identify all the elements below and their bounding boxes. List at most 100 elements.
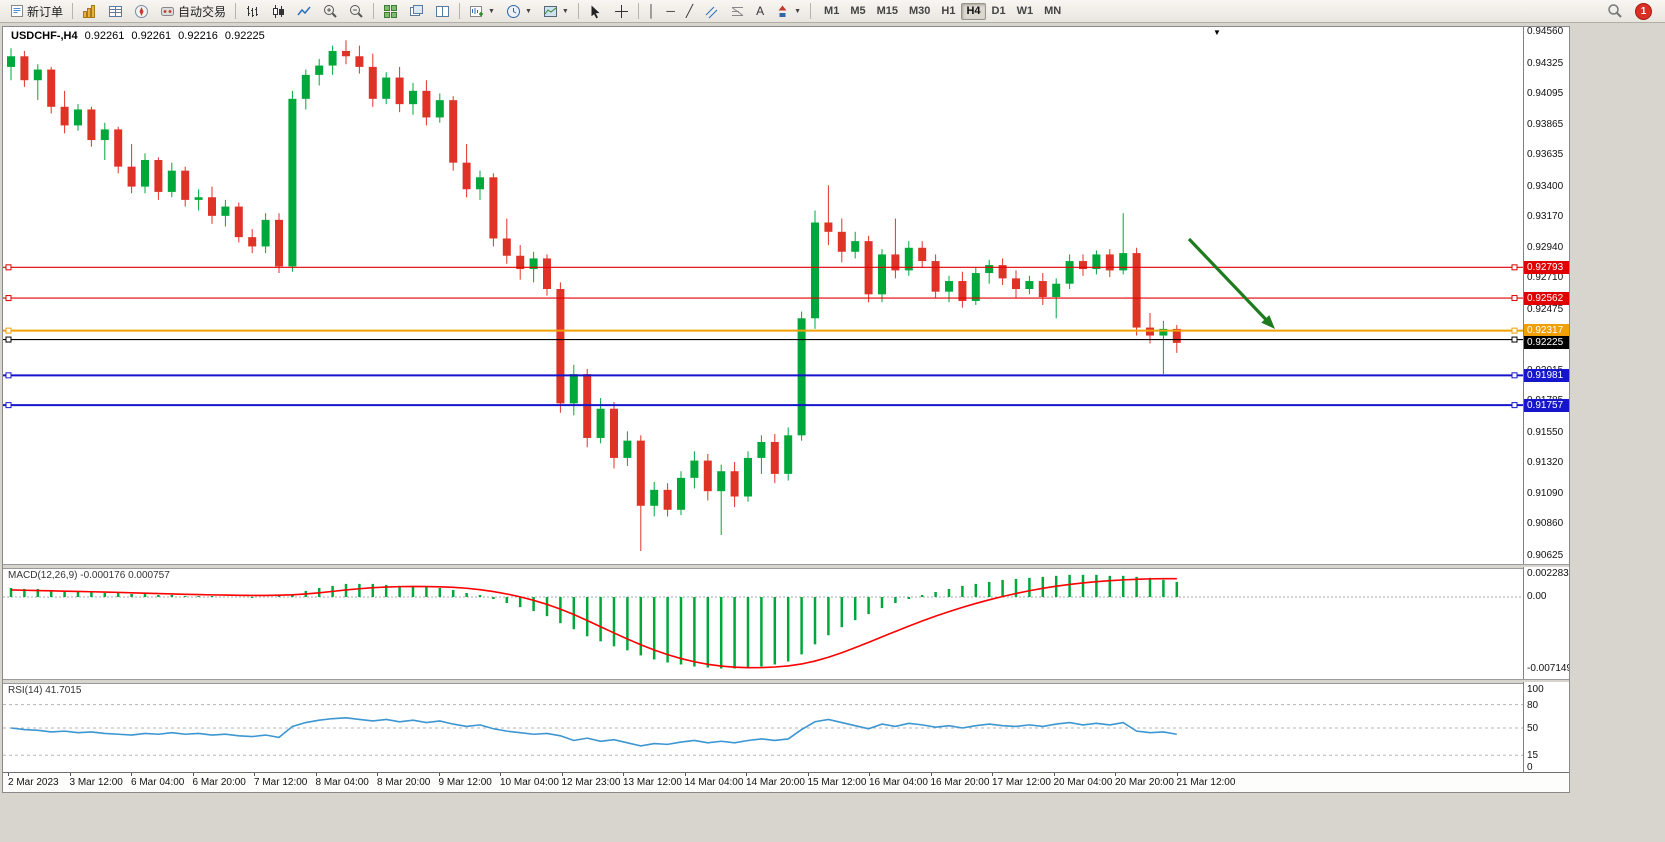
time-label: 8 Mar 04:00 (315, 777, 369, 788)
time-label: 14 Mar 20:00 (746, 777, 805, 788)
time-label: 16 Mar 04:00 (869, 777, 928, 788)
vertical-line-button[interactable]: │ (643, 1, 661, 21)
line-chart-button[interactable] (292, 1, 317, 21)
templates-button[interactable]: ▼ (538, 1, 574, 21)
toolbar-separator (373, 3, 375, 19)
price-axis-label: 0.91320 (1527, 457, 1564, 469)
autotrading-button[interactable]: 自动交易 (155, 1, 231, 21)
price-axis-label: 0.92710 (1527, 272, 1564, 284)
template-icon (543, 4, 558, 19)
time-label: 8 Mar 20:00 (377, 777, 431, 788)
timeframe-button-d1[interactable]: D1 (987, 3, 1011, 20)
periods-button[interactable]: ▼ (501, 1, 537, 21)
support-line-orange[interactable] (3, 327, 1523, 334)
time-tick (438, 773, 440, 776)
resistance-line-1[interactable] (3, 264, 1523, 271)
new-order-button[interactable]: 新订单 (5, 1, 68, 21)
time-tick (254, 773, 255, 776)
rsi-axis-label: 15 (1527, 750, 1539, 762)
level-line-black[interactable] (3, 336, 1523, 343)
panel-splitter[interactable] (3, 564, 1569, 569)
line-chart-icon (297, 4, 312, 19)
rsi-chart[interactable] (3, 682, 1523, 772)
chart-window: USDCHF-,H4 0.92261 0.92261 0.92216 0.922… (2, 26, 1570, 793)
new-chart-icon (469, 4, 484, 19)
price-chart[interactable] (3, 27, 1523, 564)
time-tick (192, 773, 194, 776)
symbol-label: USDCHF-,H4 (11, 30, 78, 42)
support-line-blue-1[interactable] (3, 372, 1523, 379)
timeframe-button-w1[interactable]: W1 (1012, 3, 1039, 20)
toolbar: 新订单 自动交易 ▼ ▼ ▼ │ ─ ╱ A ▼ M1 M5 M15 M30 H1 H4 D… (0, 0, 1665, 23)
tile-windows-button[interactable] (378, 1, 403, 21)
macd-label: MACD(12,26,9) -0.000176 0.000757 (8, 570, 170, 581)
candlestick-chart-button[interactable] (266, 1, 291, 21)
new-order-label: 新订单 (27, 4, 64, 19)
price-axis-label: 0.94560 (1527, 26, 1564, 38)
text-button[interactable]: A (751, 1, 769, 21)
trendline-button[interactable]: ╱ (681, 1, 698, 21)
zoom-out-button[interactable] (344, 1, 369, 21)
time-tick (623, 773, 624, 776)
scroll-to-end-marker[interactable]: ▼ (1213, 28, 1221, 37)
toolbar-separator (810, 3, 812, 19)
macd-chart[interactable] (3, 567, 1523, 679)
market-watch-button[interactable] (77, 1, 102, 21)
time-label: 14 Mar 04:00 (684, 777, 744, 788)
tile-windows-icon (383, 4, 398, 19)
crosshair-button[interactable] (609, 1, 634, 21)
bar-close-value: 0.92225 (224, 30, 265, 42)
search-button[interactable] (1602, 1, 1628, 21)
time-tick (500, 773, 501, 776)
price-axis[interactable]: 0.94560 0.94325 0.94095 0.93865 0.93635 0.934… (1523, 27, 1569, 564)
timeframe-button-m15[interactable]: M15 (872, 3, 903, 20)
panel-splitter[interactable] (3, 679, 1569, 684)
search-icon (1607, 3, 1623, 19)
channel-button[interactable] (699, 1, 724, 21)
caret-down-icon: ▼ (794, 7, 802, 15)
price-axis-label: 0.93865 (1527, 118, 1564, 130)
timeframe-button-h1[interactable]: H1 (936, 3, 960, 20)
trend-arrow-annotation[interactable] (1187, 237, 1275, 329)
macd-axis[interactable]: 0.002283 0.00 -0.007149 (1523, 567, 1569, 679)
horizontal-line-button[interactable]: ─ (661, 1, 680, 21)
price-axis-label: 0.91550 (1527, 426, 1564, 438)
timeframe-button-m1[interactable]: M1 (819, 3, 844, 20)
rsi-axis-label: 50 (1527, 723, 1539, 734)
time-label: 15 Mar 12:00 (807, 777, 867, 788)
bar-chart-button[interactable] (240, 1, 265, 21)
candlestick-chart-icon (271, 4, 286, 19)
timeframe-button-mn[interactable]: MN (1039, 3, 1066, 20)
arrange-windows-icon (435, 4, 450, 19)
timeframe-button-m30[interactable]: M30 (904, 3, 935, 20)
cascade-windows-button[interactable] (404, 1, 429, 21)
rsi-label: RSI(14) 41.7015 (8, 685, 82, 696)
time-tick (930, 773, 932, 776)
zoom-in-button[interactable] (318, 1, 343, 21)
time-tick (1115, 773, 1116, 776)
price-axis-label: 0.92475 (1527, 303, 1564, 315)
time-label: 20 Mar 04:00 (1053, 777, 1113, 788)
time-label: 17 Mar 12:00 (992, 777, 1051, 788)
navigator-button[interactable] (129, 1, 154, 21)
resistance-line-2[interactable] (3, 295, 1523, 302)
time-tick (746, 773, 747, 776)
data-window-button[interactable] (103, 1, 128, 21)
notification-badge[interactable]: 1 (1635, 2, 1652, 20)
macd-signal-line (10, 577, 1177, 669)
rsi-axis[interactable]: 100 80 50 15 0 (1523, 682, 1569, 773)
arrange-windows-button[interactable] (430, 1, 455, 21)
time-tick (69, 773, 71, 776)
time-tick (807, 773, 809, 776)
cursor-button[interactable] (583, 1, 608, 21)
time-axis[interactable]: 2 Mar 2023 3 Mar 12:00 6 Mar 04:00 6 Mar 20… (3, 772, 1569, 792)
fibonacci-button[interactable] (725, 1, 750, 21)
timeframe-button-m5[interactable]: M5 (845, 3, 870, 20)
arrows-button[interactable]: ▼ (770, 1, 806, 21)
time-tick (684, 773, 686, 776)
candlesticks (7, 40, 1181, 552)
support-line-blue-2[interactable] (3, 402, 1523, 409)
timeframe-button-h4[interactable]: H4 (961, 2, 986, 20)
new-chart-button[interactable]: ▼ (464, 1, 500, 21)
time-tick (1176, 773, 1178, 776)
